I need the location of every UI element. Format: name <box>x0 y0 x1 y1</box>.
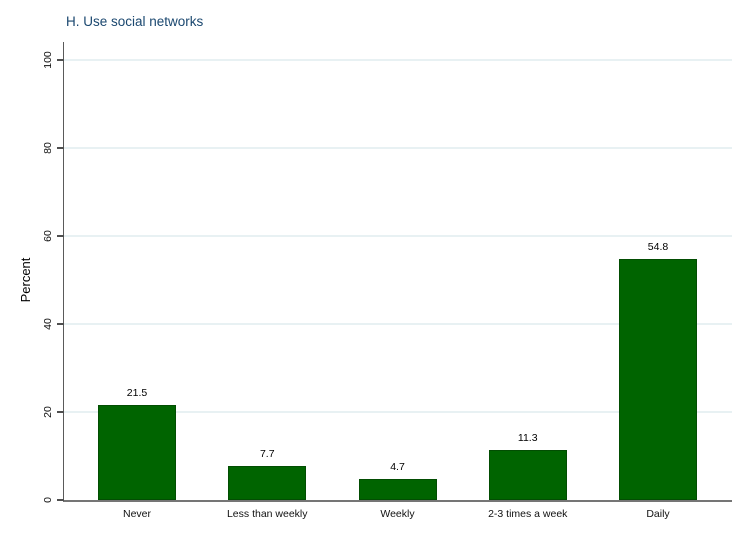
bar-value-label: 4.7 <box>390 461 405 474</box>
bar-value-label: 54.8 <box>647 240 669 253</box>
y-tick-label: 80 <box>42 142 54 154</box>
gridline <box>64 235 732 237</box>
gridline <box>64 323 732 325</box>
bar-value-label: 11.3 <box>517 432 538 445</box>
y-tick <box>57 411 64 413</box>
y-tick-label: 40 <box>42 318 54 330</box>
plot-area: Percent 0 20 40 60 80 100 21.5 Never 7.7 Less tha… <box>18 42 732 520</box>
gridline <box>64 147 732 149</box>
x-category-label: Weekly <box>380 508 415 520</box>
y-tick-label: 20 <box>42 406 54 418</box>
bar <box>619 258 697 500</box>
bar <box>98 405 176 500</box>
gridline <box>64 59 732 61</box>
bar <box>358 479 437 500</box>
x-category-label: Less than weekly <box>226 508 308 520</box>
y-tick <box>57 147 64 149</box>
y-tick-label: 0 <box>42 497 54 503</box>
bar-value-label: 21.5 <box>126 387 148 400</box>
x-category-label: 2-3 times a week <box>488 508 568 520</box>
bar <box>488 450 567 500</box>
chart-title: H. Use social networks <box>66 14 204 29</box>
gridline <box>64 411 732 413</box>
y-tick <box>57 499 64 501</box>
y-tick <box>57 235 64 237</box>
x-category-label: Daily <box>646 508 670 520</box>
y-tick <box>57 59 64 61</box>
y-axis-label: Percent <box>18 257 33 303</box>
y-tick-label: 60 <box>42 230 54 242</box>
y-tick <box>57 323 64 325</box>
y-tick-label: 100 <box>42 51 54 69</box>
bar <box>228 466 307 500</box>
x-category-label: Never <box>122 508 151 520</box>
bar-value-label: 7.7 <box>259 448 275 461</box>
